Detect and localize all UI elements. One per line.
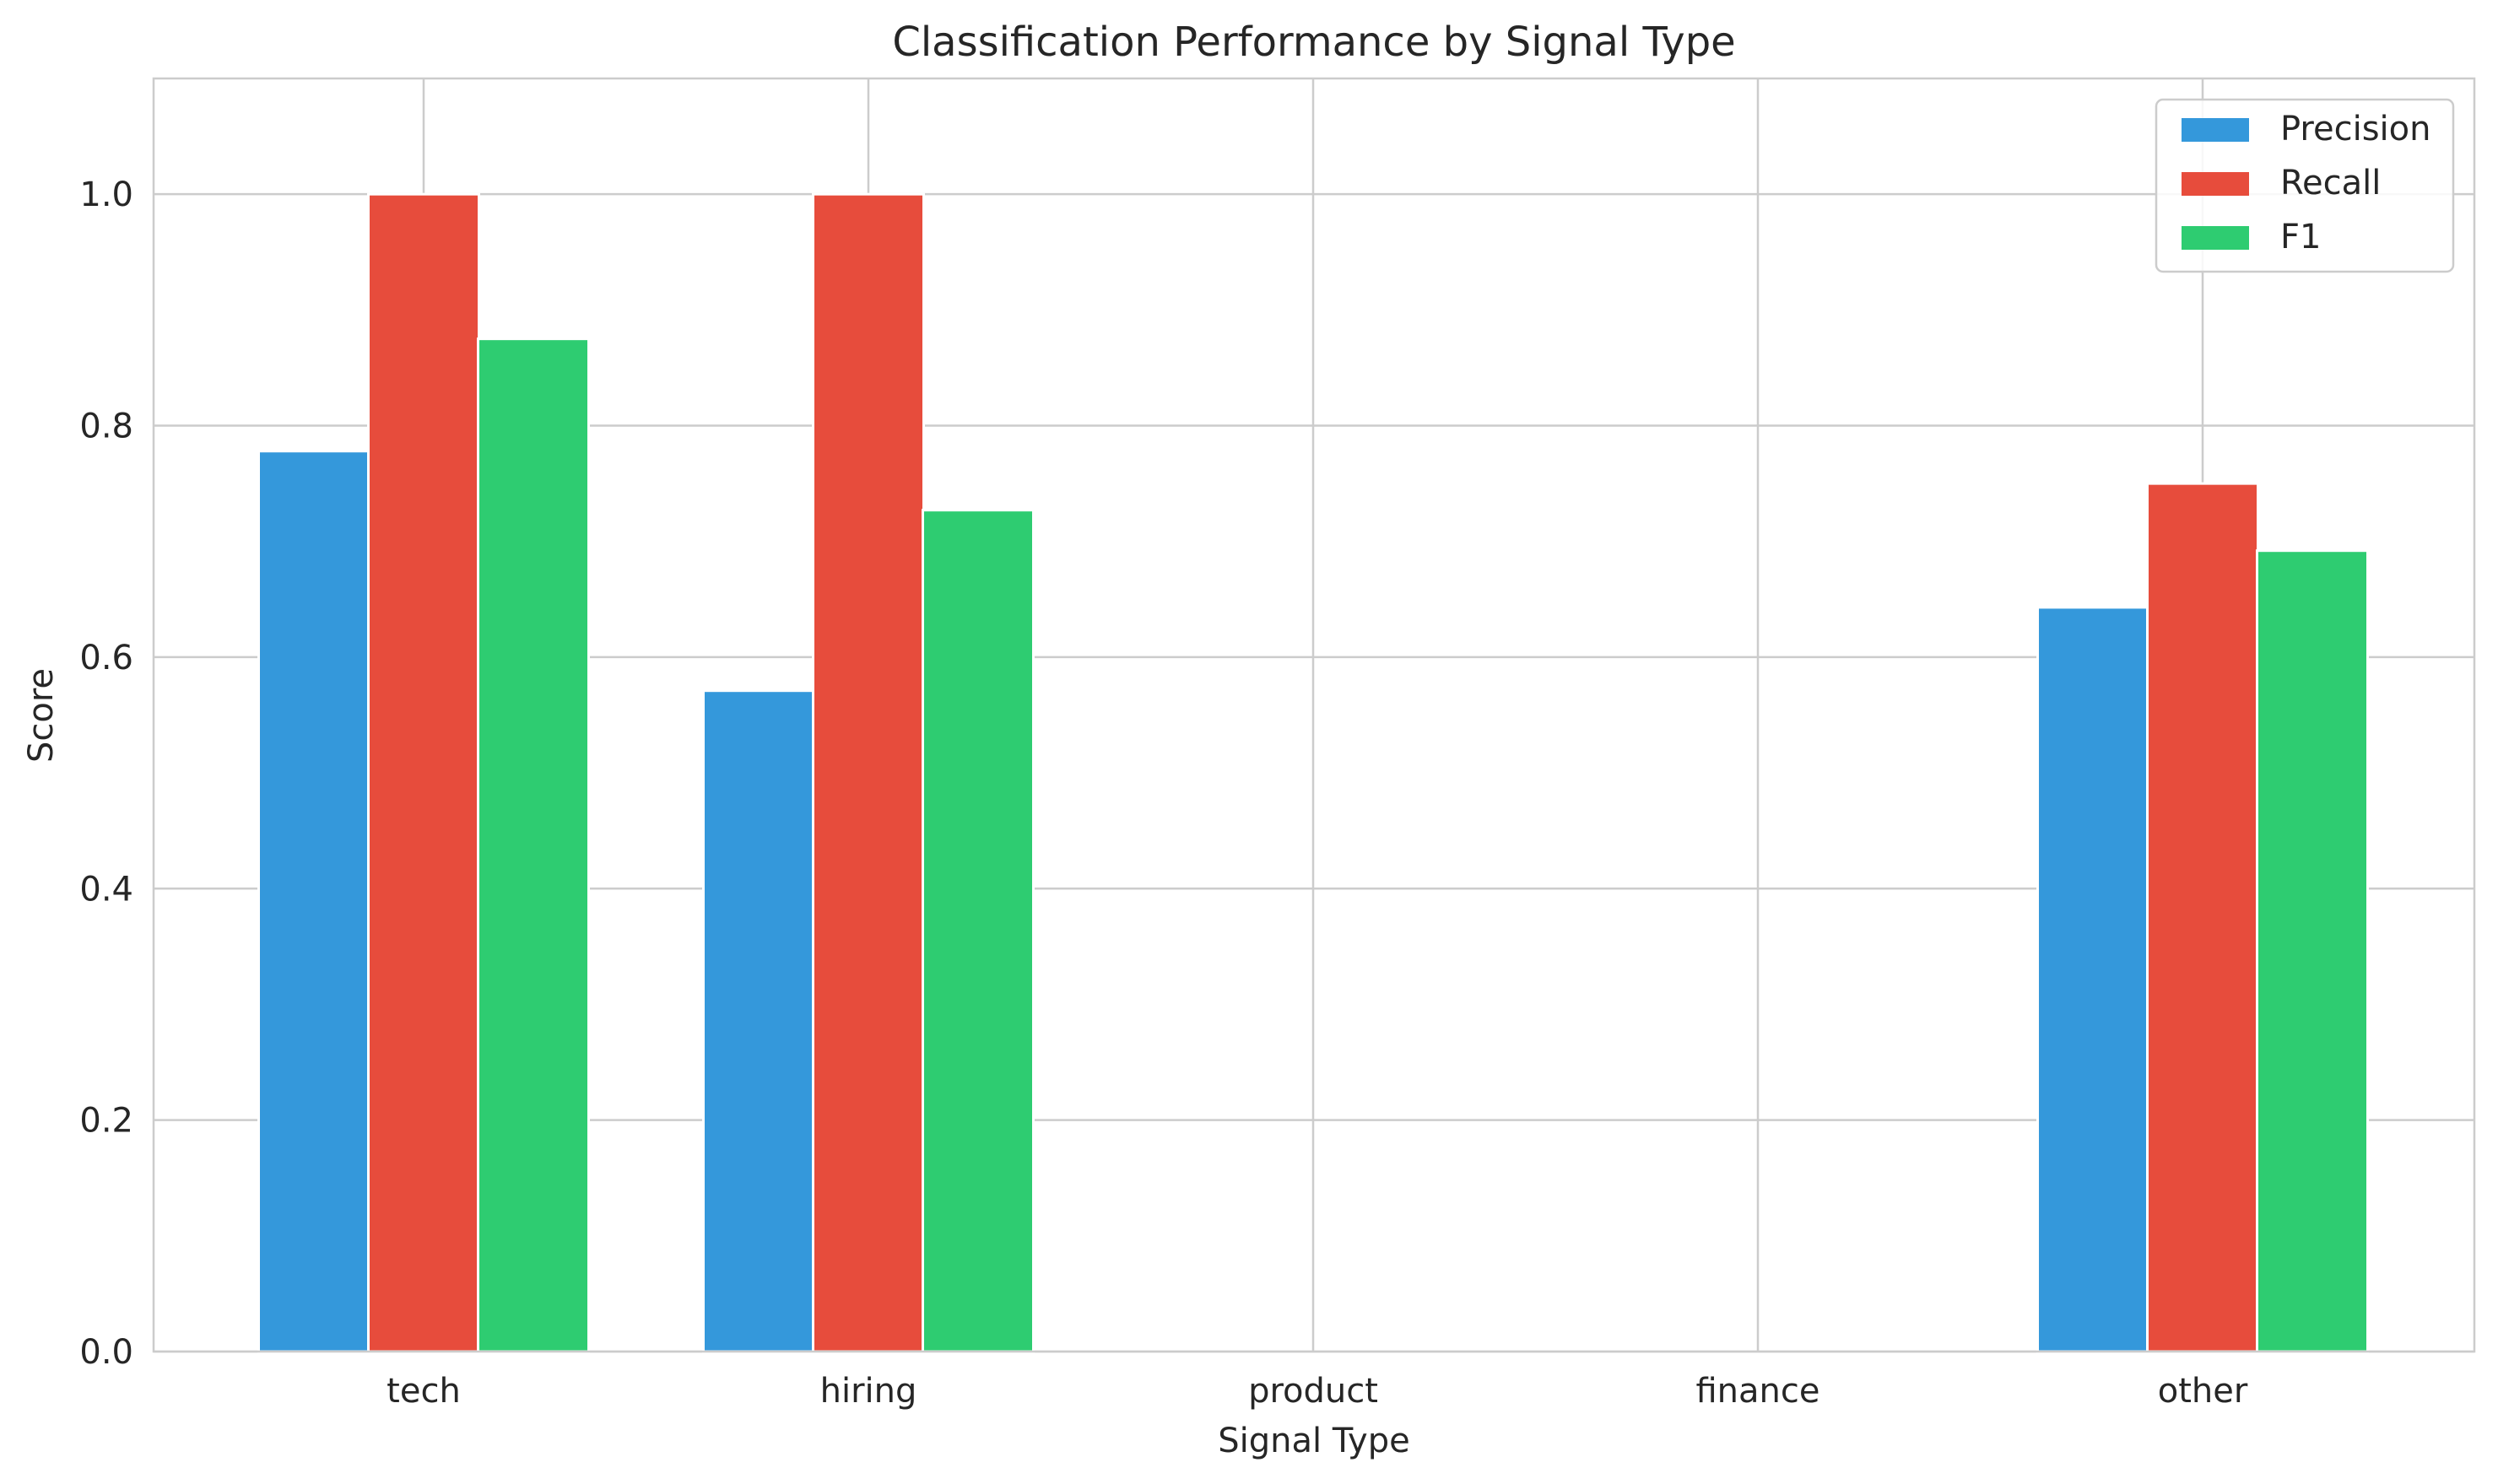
- x-tick-label: other: [2158, 1372, 2248, 1411]
- legend: Precision Recall F1: [2155, 98, 2455, 273]
- bar-precision-other: [2036, 606, 2149, 1353]
- y-tick-label: 0.2: [79, 1102, 133, 1141]
- bar-f1-hiring: [922, 509, 1035, 1353]
- bar-f1-other: [2256, 549, 2369, 1353]
- y-tick-label: 0.6: [79, 639, 133, 677]
- y-tick-label: 0.4: [79, 870, 133, 909]
- legend-swatch-precision: [2182, 118, 2249, 142]
- bar-precision-tech: [257, 450, 370, 1353]
- bar-recall-other: [2146, 482, 2259, 1353]
- x-tick-label: product: [1248, 1372, 1378, 1411]
- legend-items: Precision Recall F1: [2182, 110, 2430, 256]
- x-tick-label: finance: [1695, 1372, 1819, 1411]
- y-tick-label: 1.0: [79, 175, 133, 214]
- x-tick-label: hiring: [820, 1372, 917, 1411]
- y-axis-label: Score: [22, 668, 61, 763]
- legend-swatch-recall: [2182, 172, 2249, 196]
- legend-label-recall: Recall: [2280, 164, 2381, 202]
- plot-frame: [152, 77, 2476, 1353]
- y-tick-label: 0.8: [79, 407, 133, 446]
- x-tick-label: tech: [387, 1372, 461, 1411]
- bar-precision-hiring: [702, 689, 815, 1353]
- chart-title: Classification Performance by Signal Typ…: [892, 19, 1735, 66]
- bar-recall-tech: [367, 192, 480, 1353]
- legend-label-precision: Precision: [2280, 110, 2430, 148]
- x-axis-label: Signal Type: [1218, 1422, 1409, 1460]
- bar-recall-hiring: [812, 192, 925, 1353]
- legend-label-f1: F1: [2280, 218, 2321, 256]
- ticks-layer: 0.0 0.2 0.4 0.6 0.8 1.0 tech hiring product finan…: [79, 175, 2247, 1411]
- legend-swatch-f1: [2182, 226, 2249, 250]
- bar-f1-tech: [477, 337, 590, 1353]
- y-tick-label: 0.0: [79, 1333, 133, 1372]
- bars-layer: [257, 192, 2369, 1353]
